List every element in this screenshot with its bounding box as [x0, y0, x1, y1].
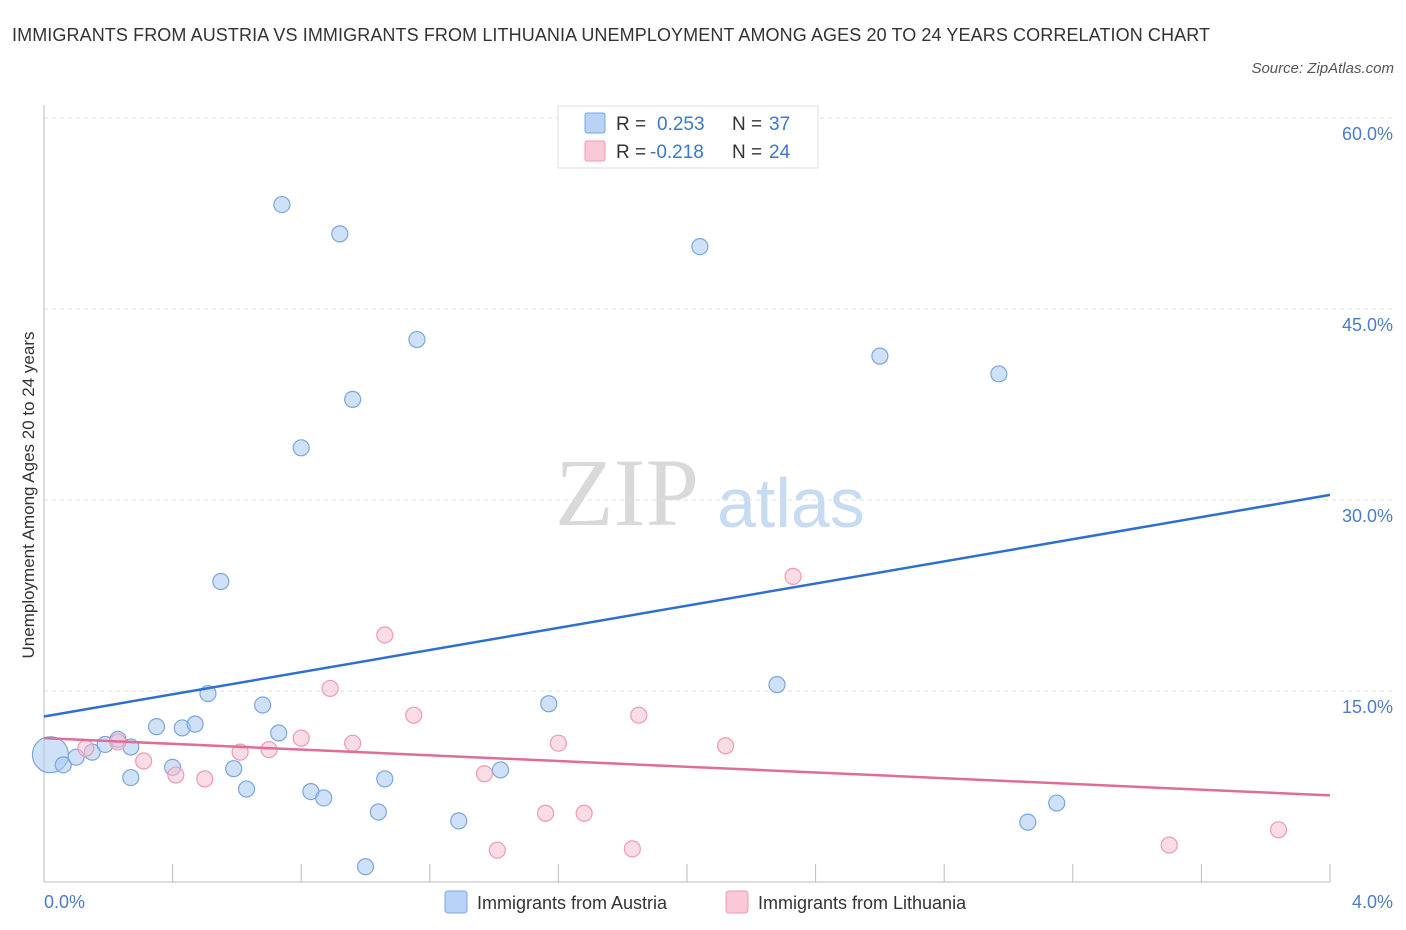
- austria-point: [1019, 813, 1037, 831]
- austria-point: [225, 760, 243, 778]
- series-legend: Immigrants from Austria Immigrants from …: [444, 890, 967, 914]
- y-tick-label: 15.0%: [1342, 697, 1393, 717]
- stats-legend: R = 0.253 N = 37 R = -0.218 N = 24: [557, 105, 819, 169]
- series-legend-swatch-lithuania: [725, 890, 749, 914]
- legend-r-value-lithuania: -0.218: [650, 142, 704, 163]
- lithuania-point: [1160, 836, 1178, 854]
- legend-r-label-austria: R =: [616, 114, 646, 135]
- lithuania-point: [77, 739, 95, 757]
- trend-lines: [43, 493, 1331, 797]
- lithuania-point: [623, 840, 641, 858]
- lithuania-point: [292, 729, 310, 747]
- series-legend-swatch-austria: [444, 890, 468, 914]
- lithuania-point: [321, 679, 339, 698]
- x-tick-label-max: 4.0%: [1352, 892, 1393, 912]
- legend-r-label-lithuania: R =: [616, 142, 646, 163]
- austria-point: [254, 696, 272, 714]
- austria-point: [450, 812, 468, 830]
- lithuania-point: [135, 752, 153, 770]
- austria-point: [356, 858, 375, 876]
- data-points: [31, 195, 1288, 876]
- austria-point: [186, 715, 204, 733]
- lithuania-point: [575, 804, 593, 822]
- source-label: Source: ZipAtlas.com: [1251, 60, 1394, 77]
- austria-point: [691, 238, 709, 256]
- lithuania-point: [488, 841, 506, 859]
- austria-point: [122, 768, 140, 787]
- austria-point: [212, 572, 230, 591]
- series-legend-label-austria: Immigrants from Austria: [477, 893, 668, 913]
- lithuania-point: [196, 770, 214, 788]
- austria-point: [54, 756, 72, 774]
- lithuania-trend-line: [43, 736, 1331, 797]
- austria-point: [270, 724, 288, 742]
- austria-point: [315, 789, 333, 807]
- austria-point: [491, 761, 510, 779]
- watermark-atlas: atlas: [717, 464, 865, 542]
- legend-n-value-lithuania: 24: [769, 142, 791, 163]
- legend-n-label-lithuania: N =: [732, 142, 762, 163]
- lithuania-point: [167, 766, 185, 784]
- lithuania-point: [716, 737, 735, 755]
- austria-point: [369, 803, 387, 821]
- austria-point: [376, 770, 394, 788]
- lithuania-point: [784, 567, 802, 586]
- legend-n-label-austria: N =: [732, 114, 762, 135]
- austria-point: [331, 225, 349, 243]
- watermark-zip: ZIP: [555, 439, 699, 546]
- lithuania-point: [344, 734, 362, 752]
- y-tick-label: 30.0%: [1342, 506, 1393, 526]
- grid-lines: [44, 117, 1395, 692]
- austria-trend-line: [43, 493, 1331, 718]
- lithuania-point: [630, 706, 648, 724]
- legend-r-value-austria: 0.253: [657, 114, 705, 135]
- austria-point: [768, 676, 786, 694]
- lithuania-point: [475, 765, 494, 783]
- lithuania-point: [536, 804, 555, 822]
- austria-point: [344, 390, 362, 409]
- legend-n-value-austria: 37: [769, 114, 790, 135]
- austria-point: [990, 365, 1008, 383]
- x-axis-ticks: [172, 864, 1331, 882]
- y-axis-tick-labels: 15.0% 30.0% 45.0% 60.0%: [1342, 124, 1393, 717]
- austria-point: [540, 695, 558, 713]
- austria-point: [408, 330, 426, 349]
- legend-swatch-austria: [584, 112, 606, 134]
- lithuania-point: [1269, 821, 1288, 839]
- austria-point: [1048, 794, 1066, 812]
- chart-title: IMMIGRANTS FROM AUSTRIA VS IMMIGRANTS FR…: [12, 25, 1211, 45]
- series-legend-label-lithuania: Immigrants from Lithuania: [758, 893, 967, 913]
- austria-point: [871, 347, 889, 365]
- y-tick-label: 60.0%: [1342, 124, 1393, 144]
- austria-point: [147, 718, 166, 736]
- y-tick-label: 45.0%: [1342, 315, 1393, 335]
- lithuania-point: [405, 706, 423, 724]
- y-axis-label: Unemployment Among Ages 20 to 24 years: [19, 332, 38, 659]
- legend-swatch-lithuania: [584, 140, 606, 162]
- lithuania-point: [549, 734, 568, 752]
- austria-point: [273, 195, 291, 214]
- lithuania-point: [376, 626, 394, 644]
- austria-point: [292, 439, 310, 457]
- x-tick-label-min: 0.0%: [44, 892, 85, 912]
- austria-point: [237, 780, 256, 798]
